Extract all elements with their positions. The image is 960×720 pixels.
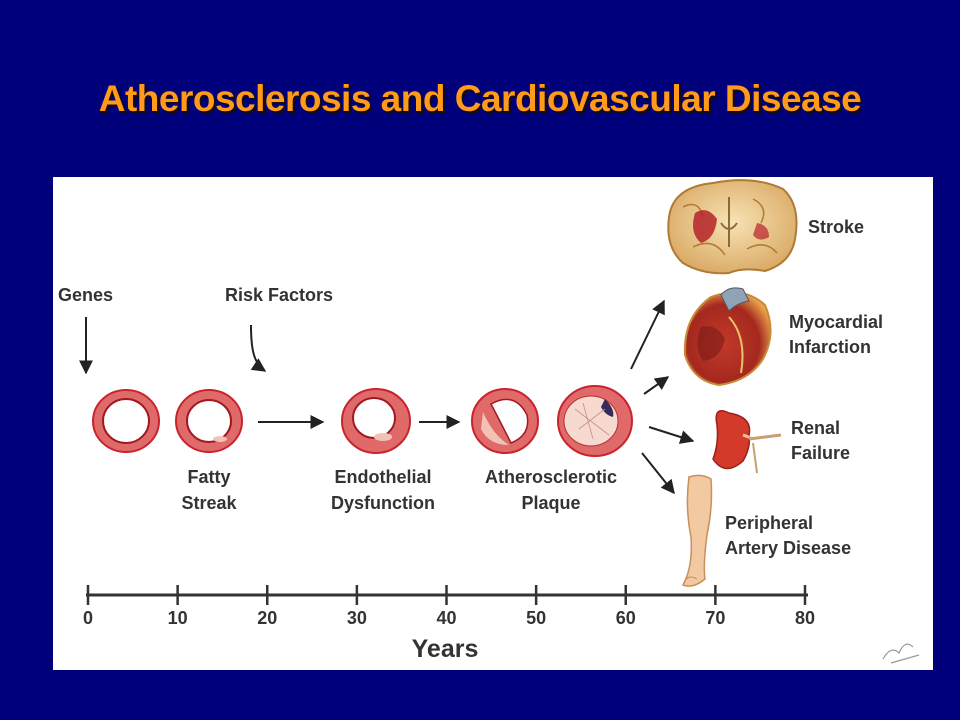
stage-atherosclerotic-plaque: Atherosclerotic Plaque bbox=[485, 467, 617, 513]
outcome-peripheral-artery-disease: Peripheral Artery Disease bbox=[725, 513, 851, 558]
arrow-to-renal bbox=[648, 426, 695, 444]
arrow-to-mi bbox=[643, 376, 670, 395]
stage-fatty-streak: Fatty Streak bbox=[181, 467, 237, 513]
genes-label: Genes bbox=[58, 285, 113, 305]
outcome-myocardial-infarction: Myocardial Infarction bbox=[789, 312, 883, 357]
svg-text:Plaque: Plaque bbox=[521, 493, 580, 513]
axis-tick-label: 70 bbox=[705, 608, 725, 628]
diagram-panel: Genes Risk Factors bbox=[53, 177, 933, 670]
svg-text:Dysfunction: Dysfunction bbox=[331, 493, 435, 513]
vessel-plaque-advanced bbox=[557, 385, 633, 457]
risk-factors-arrow bbox=[250, 324, 267, 372]
svg-text:Artery Disease: Artery Disease bbox=[725, 538, 851, 558]
vessel-fatty-streak bbox=[175, 389, 243, 453]
svg-text:Myocardial: Myocardial bbox=[789, 312, 883, 332]
axis-tick-label: 30 bbox=[347, 608, 367, 628]
axis-label: Years bbox=[412, 635, 479, 663]
vessel-plaque-early bbox=[471, 388, 539, 454]
svg-text:Renal: Renal bbox=[791, 418, 840, 438]
svg-text:Fatty: Fatty bbox=[187, 467, 230, 487]
stage-endothelial-dysfunction: Endothelial Dysfunction bbox=[331, 467, 435, 513]
years-axis: 0 10 20 30 40 50 60 70 80 Years bbox=[83, 585, 815, 663]
artist-signature bbox=[882, 643, 920, 664]
axis-tick-label: 80 bbox=[795, 608, 815, 628]
svg-text:Streak: Streak bbox=[181, 493, 237, 513]
kidney-icon bbox=[712, 410, 782, 474]
axis-tick-label: 60 bbox=[616, 608, 636, 628]
svg-text:Infarction: Infarction bbox=[789, 337, 871, 357]
vessel-endothelial-dysfunction bbox=[341, 388, 411, 454]
svg-text:Atherosclerotic: Atherosclerotic bbox=[485, 467, 617, 487]
svg-text:Peripheral: Peripheral bbox=[725, 513, 813, 533]
svg-text:Endothelial: Endothelial bbox=[334, 467, 431, 487]
axis-tick-label: 20 bbox=[257, 608, 277, 628]
outcome-stroke: Stroke bbox=[808, 217, 864, 237]
leg-icon bbox=[681, 474, 713, 587]
axis-tick-label: 0 bbox=[83, 608, 93, 628]
svg-text:Failure: Failure bbox=[791, 443, 850, 463]
arrow-to-stroke bbox=[630, 299, 665, 370]
vessel-normal bbox=[92, 389, 160, 453]
axis-tick-label: 40 bbox=[436, 608, 456, 628]
slide-title: Atherosclerosis and Cardiovascular Disea… bbox=[98, 78, 862, 119]
risk-factors-label: Risk Factors bbox=[225, 285, 333, 305]
axis-tick-label: 50 bbox=[526, 608, 546, 628]
diagram-canvas: Genes Risk Factors bbox=[58, 179, 920, 664]
brain-icon bbox=[667, 179, 798, 275]
axis-tick-label: 10 bbox=[168, 608, 188, 628]
outcome-renal-failure: Renal Failure bbox=[791, 418, 850, 463]
arrow-to-pad bbox=[641, 452, 675, 495]
heart-icon bbox=[683, 287, 772, 387]
